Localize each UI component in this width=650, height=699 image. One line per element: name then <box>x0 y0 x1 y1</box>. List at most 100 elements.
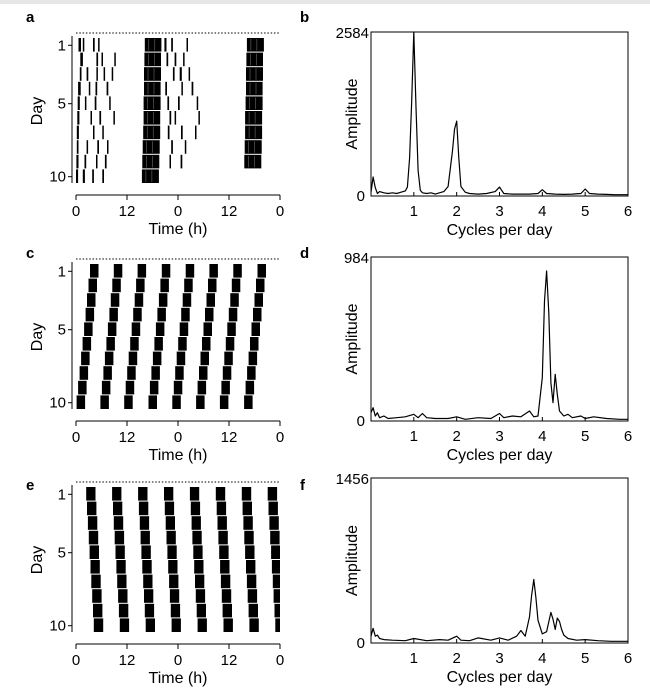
activity-bout <box>246 67 263 81</box>
activity-bout <box>103 67 106 81</box>
activity-bout <box>171 140 173 154</box>
activity-bout <box>82 38 85 52</box>
activity-bout <box>90 264 99 278</box>
panel-label-c: c <box>26 245 34 262</box>
plot-frame <box>370 477 629 644</box>
x-tick-label: 5 <box>581 650 589 667</box>
activity-bout <box>246 81 263 96</box>
activity-bout <box>225 337 235 351</box>
activity-bout <box>166 52 169 67</box>
activity-bout <box>195 574 205 589</box>
activity-bout <box>216 501 227 516</box>
x-tick-label: 12 <box>119 652 136 669</box>
activity-bout <box>82 169 85 183</box>
y-axis-title: Day <box>29 323 46 351</box>
activity-bout <box>181 81 183 96</box>
x-tick-label: 1 <box>410 428 418 445</box>
x-tick-label: 12 <box>221 652 238 669</box>
activity-bout <box>224 351 233 366</box>
activity-bout <box>197 380 207 395</box>
activity-bout <box>112 487 122 501</box>
activity-bout <box>169 154 171 169</box>
y-tick-label: 0 <box>357 413 365 430</box>
activity-bout <box>164 487 174 501</box>
x-tick-label: 6 <box>624 428 632 445</box>
x-tick-label: 0 <box>276 652 284 669</box>
activity-bout <box>90 560 100 574</box>
x-tick-label: 0 <box>72 203 80 220</box>
activity-bout <box>217 516 227 530</box>
activity-bout <box>144 38 162 52</box>
activity-bout <box>155 322 165 336</box>
activity-bout <box>247 589 258 603</box>
activity-bout <box>165 81 167 96</box>
y-tick-label: 10 <box>49 395 66 412</box>
activity-bout <box>192 530 202 545</box>
y-axis-title: Amplitude <box>344 525 361 596</box>
activity-bout <box>94 96 97 110</box>
activity-bout <box>220 560 230 574</box>
activity-bout <box>188 67 191 81</box>
x-tick-label: 1 <box>410 203 418 220</box>
x-tick-label: 3 <box>495 650 503 667</box>
activity-bout <box>189 487 200 501</box>
activity-bout <box>246 560 256 574</box>
activity-bout <box>142 560 152 574</box>
x-tick-label: 0 <box>276 203 284 220</box>
activity-bout <box>144 589 154 603</box>
activity-bout <box>80 52 83 67</box>
activity-bout <box>190 501 201 516</box>
y-tick-label: 1 <box>58 263 66 280</box>
x-tick-label: 3 <box>495 428 503 445</box>
activity-bout <box>199 366 208 380</box>
activity-bout <box>97 140 99 154</box>
y-tick-label: 2584 <box>336 25 369 42</box>
activity-bout <box>93 603 103 618</box>
activity-bout <box>246 574 257 589</box>
x-tick-label: 4 <box>538 650 546 667</box>
activity-bout <box>198 111 200 125</box>
activity-bout <box>118 589 128 603</box>
activity-bout <box>130 337 139 351</box>
activity-bout <box>102 169 104 183</box>
x-tick-label: 5 <box>581 428 589 445</box>
activity-bout <box>227 322 236 336</box>
activity-bout <box>168 560 178 574</box>
activity-bout <box>195 125 197 140</box>
y-tick-label: 5 <box>58 545 66 562</box>
activity-bout <box>223 618 233 632</box>
activity-bout <box>241 487 252 501</box>
activity-bout <box>100 395 109 409</box>
activity-bout <box>92 169 94 183</box>
activity-bout <box>88 278 97 293</box>
activity-bout <box>169 574 179 589</box>
activity-bout <box>127 366 136 380</box>
activity-bout <box>144 67 161 81</box>
activity-bout <box>134 293 144 307</box>
activity-bout <box>246 52 263 67</box>
activity-bout <box>144 81 161 96</box>
activity-bout <box>148 395 157 409</box>
activity-bout <box>98 38 100 52</box>
activity-bout <box>104 351 114 366</box>
activity-bout <box>171 38 173 52</box>
activity-bout <box>116 560 126 574</box>
activity-bout <box>112 278 121 293</box>
activity-bout <box>138 501 149 516</box>
spectrum-d: 1 2 3 4 5 6 Cycles per day 0 984 Amplitude <box>344 250 632 464</box>
activity-bout <box>81 351 90 366</box>
activity-bout <box>77 96 80 110</box>
activity-bout <box>145 618 155 632</box>
activity-bout <box>222 366 232 380</box>
x-tick-label: 1 <box>410 650 418 667</box>
activity-bout <box>101 380 111 395</box>
activity-bout <box>86 487 96 501</box>
spectrum-line <box>370 270 628 420</box>
activity-bout <box>143 125 161 140</box>
activity-bout <box>248 603 258 618</box>
activity-bout <box>175 366 184 380</box>
plot-frame <box>370 31 629 197</box>
activity-bout <box>215 487 226 501</box>
plot-frame <box>370 256 629 422</box>
